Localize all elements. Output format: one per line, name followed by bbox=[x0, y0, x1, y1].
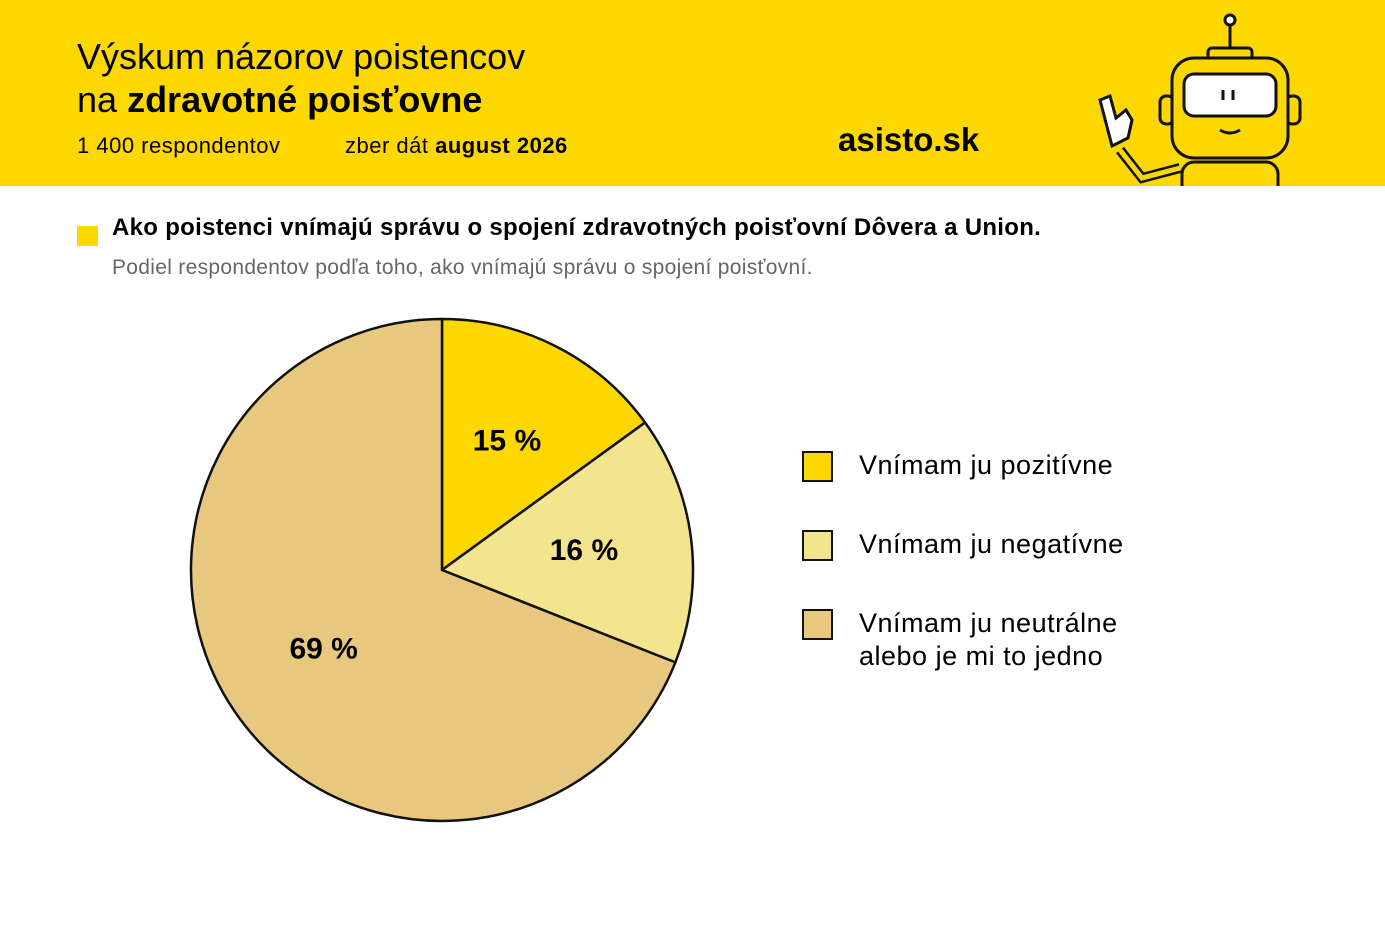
data-label: 16 % bbox=[550, 534, 618, 567]
collection-date: august 2026 bbox=[435, 133, 568, 158]
pie-slice bbox=[189, 317, 677, 823]
legend-label: Vnímam ju neutrálne alebo je mi to jedno bbox=[859, 608, 1118, 671]
legend-label: Vnímam ju negatívne bbox=[859, 529, 1124, 559]
legend-item: Vnímam ju neutrálne alebo je mi to jedno bbox=[802, 608, 1169, 673]
legend-item: Vnímam ju negatívne bbox=[802, 529, 1169, 561]
pie-chart: 15 % 16 % 69 % bbox=[189, 317, 695, 823]
title-line2: na zdravotné poisťovne bbox=[77, 79, 482, 121]
robot bbox=[1098, 13, 1302, 186]
title-bold: zdravotné poisťovne bbox=[127, 79, 483, 120]
brand: asisto.sk bbox=[838, 121, 980, 158]
bullet bbox=[77, 226, 98, 246]
data-label: 69 % bbox=[289, 632, 357, 665]
data-label: 15 % bbox=[473, 424, 541, 457]
chart-title: Ako poistenci vnímajú správu o spojení z… bbox=[112, 214, 1042, 241]
legend-swatch bbox=[802, 609, 833, 640]
pie-slice bbox=[440, 421, 695, 664]
respondents: 1 400 respondentov bbox=[77, 133, 281, 158]
chart-subtitle: Podiel respondentov podľa toho, ako vním… bbox=[112, 256, 813, 279]
pie-slice bbox=[440, 317, 647, 572]
header: Výskum názorov poistencov na zdravotné p… bbox=[0, 0, 1385, 186]
legend-swatch bbox=[802, 451, 833, 482]
legend-label: Vnímam ju pozitívne bbox=[859, 450, 1114, 480]
title: Výskum názorov poistencov bbox=[77, 36, 526, 77]
legend-item: Vnímam ju pozitívne bbox=[802, 450, 1169, 482]
collection-label: zber dát bbox=[345, 133, 429, 158]
collection: zber dát august 2026 bbox=[345, 133, 568, 159]
legend-swatch bbox=[802, 530, 833, 561]
title-prefix: na bbox=[77, 79, 118, 120]
